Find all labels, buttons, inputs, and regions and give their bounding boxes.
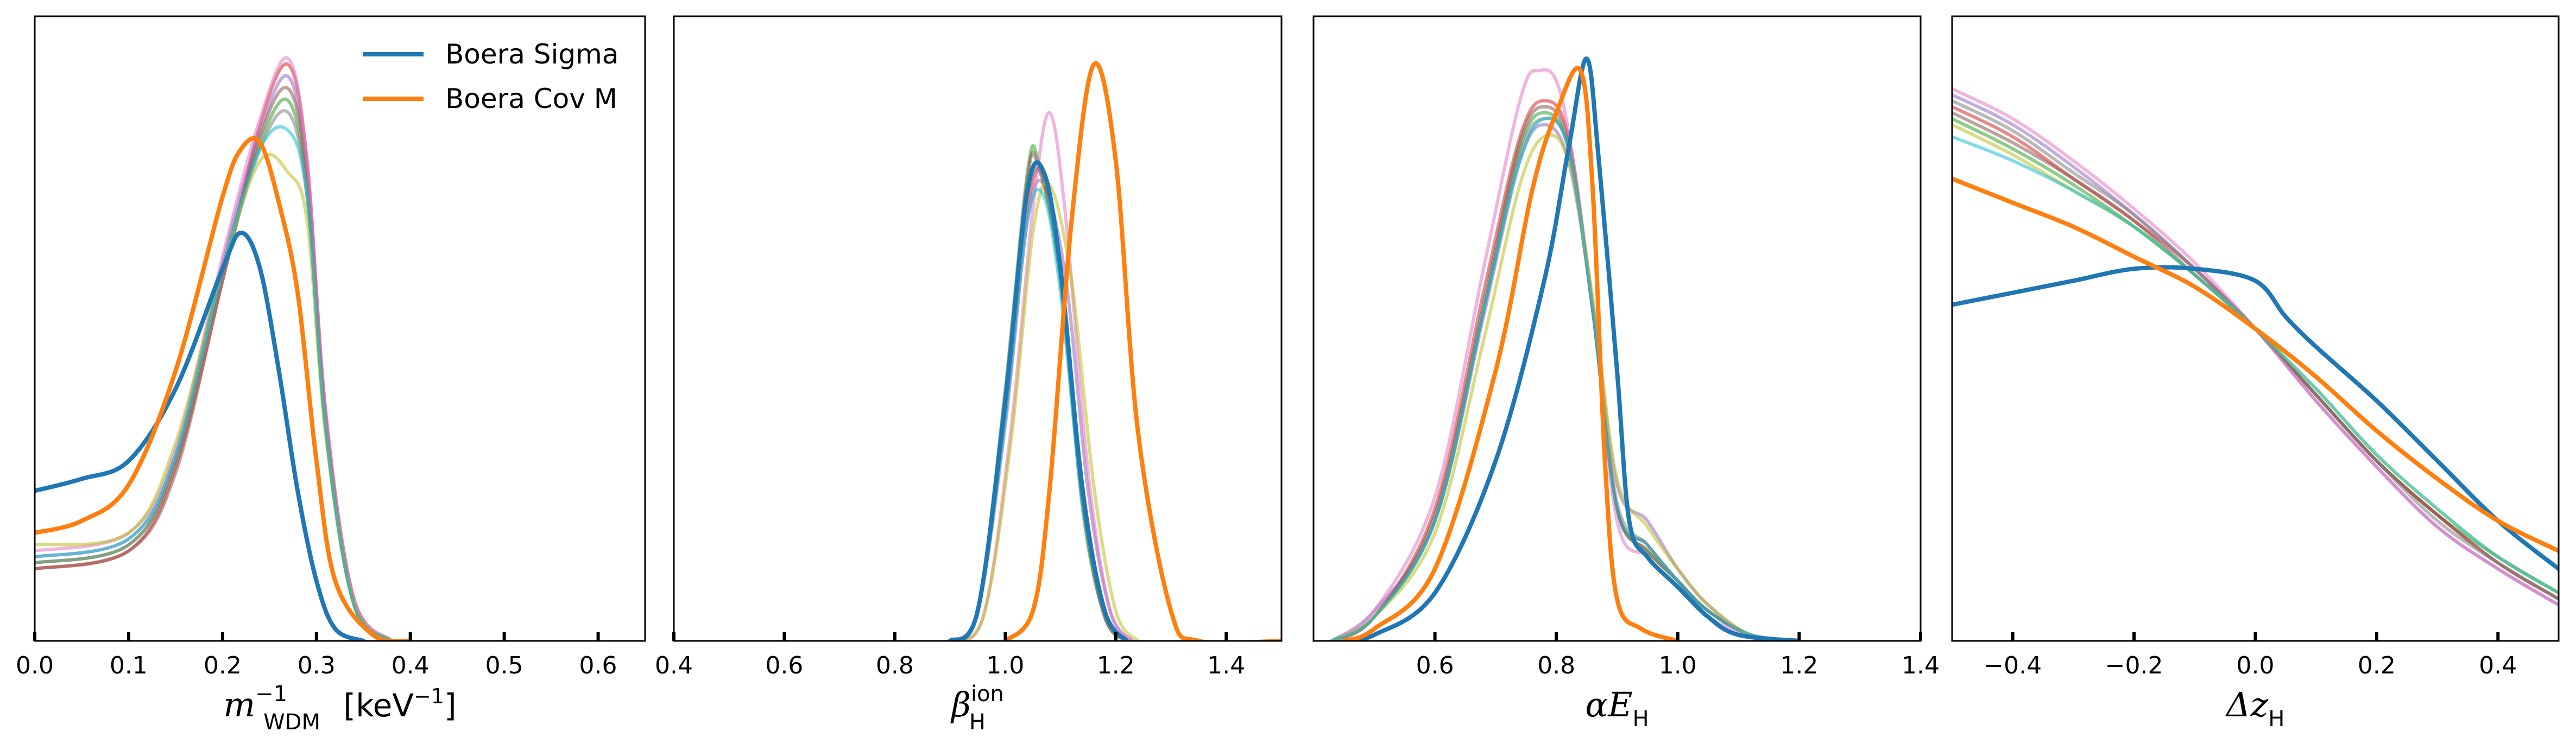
x-tick-label: 0.0 bbox=[2237, 652, 2275, 679]
series-line bbox=[1330, 116, 1801, 641]
series-line bbox=[35, 56, 394, 641]
x-axis-label: ΔzH bbox=[2225, 685, 2285, 732]
x-axis-label-part: H bbox=[969, 710, 986, 735]
series-line-boera-sigma bbox=[1341, 56, 1802, 641]
series-line-boera-cov-m bbox=[1952, 176, 2559, 554]
series-line bbox=[1330, 133, 1801, 641]
x-tick-label: −0.2 bbox=[2105, 652, 2163, 679]
x-tick-label: 0.4 bbox=[2479, 652, 2517, 679]
x-axis-label-part: WDM bbox=[263, 710, 320, 735]
axes-frame bbox=[34, 15, 646, 642]
x-axis-label: αEH bbox=[1585, 685, 1649, 732]
x-tick-label: 0.5 bbox=[485, 652, 523, 679]
x-tick-label: 1.0 bbox=[986, 652, 1024, 679]
x-tick-label: 0.2 bbox=[204, 652, 242, 679]
x-axis-label-part: m bbox=[223, 685, 255, 724]
x-axis-label-part: −1 bbox=[414, 684, 444, 708]
x-axis-label-part: Δz bbox=[2225, 685, 2269, 724]
x-axis-label-part: H bbox=[2268, 707, 2284, 732]
panel-1: 0.0 0.1 0.2 0.3 0.4 0.5 0.6m−1 WDM [keV−1]Boera… bbox=[16, 15, 646, 735]
x-axis-label-part: −1 bbox=[255, 682, 287, 707]
x-tick-label: 1.2 bbox=[1097, 652, 1135, 679]
legend-label: Boera Sigma bbox=[445, 39, 618, 70]
x-axis-label-part: β bbox=[950, 685, 971, 724]
axes-frame bbox=[673, 15, 1283, 642]
x-tick-label: 0.3 bbox=[298, 652, 336, 679]
x-tick-label: 0.4 bbox=[392, 652, 430, 679]
axes-frame bbox=[1312, 15, 1922, 642]
series-group bbox=[1330, 56, 1802, 641]
panel-2: 0.4 0.6 0.8 1.0 1.2 1.4 βion H bbox=[655, 15, 1283, 735]
series-line-boera-sigma bbox=[35, 230, 366, 641]
panel-3: 0.6 0.8 1.0 1.2 1.4 αEH bbox=[1312, 15, 1940, 732]
series-line-boera-sigma bbox=[1952, 265, 2559, 571]
x-tick-label: 0.8 bbox=[1537, 652, 1575, 679]
x-tick-label: 1.0 bbox=[1659, 652, 1697, 679]
x-tick-label: 1.4 bbox=[1902, 652, 1940, 679]
x-tick-label: 1.4 bbox=[1207, 652, 1245, 679]
x-axis-label-part: [keV bbox=[333, 687, 414, 724]
series-line-boera-cov-m bbox=[1003, 61, 1281, 641]
x-tick-label: 0.6 bbox=[579, 652, 617, 679]
x-tick-label: 0.6 bbox=[1416, 652, 1454, 679]
x-tick-label: 0.1 bbox=[110, 652, 148, 679]
x-axis-label: βion H bbox=[950, 682, 1004, 735]
x-tick-label: 1.2 bbox=[1780, 652, 1818, 679]
legend-label: Boera Cov M bbox=[445, 83, 617, 115]
x-axis-label-part: ion bbox=[971, 682, 1004, 707]
legend: Boera Sigma Boera Cov M bbox=[363, 39, 618, 115]
series-line-boera-sigma bbox=[948, 160, 1129, 641]
x-tick-label: −0.4 bbox=[1984, 652, 2042, 679]
series-group bbox=[35, 56, 413, 641]
x-axis-label-part: ] bbox=[444, 687, 457, 724]
series-line-boera-cov-m bbox=[35, 136, 413, 641]
series-group bbox=[948, 61, 1281, 641]
x-axis-label-part: H bbox=[1633, 707, 1649, 732]
x-axis-label-part: αE bbox=[1585, 685, 1632, 724]
series-group bbox=[1952, 87, 2559, 607]
panel-4: −0.4 −0.2 0.0 0.2 0.4 ΔzH bbox=[1951, 15, 2560, 732]
x-tick-label: 0.4 bbox=[655, 652, 693, 679]
x-tick-label: 0.6 bbox=[765, 652, 803, 679]
series-line-boera-cov-m bbox=[1341, 66, 1680, 641]
x-tick-label: 0.2 bbox=[2358, 652, 2396, 679]
x-axis-label: m−1 WDM [keV−1] bbox=[223, 682, 456, 735]
series-line bbox=[35, 125, 394, 641]
x-tick-label: 0.8 bbox=[876, 652, 914, 679]
x-tick-label: 0.0 bbox=[16, 652, 54, 679]
